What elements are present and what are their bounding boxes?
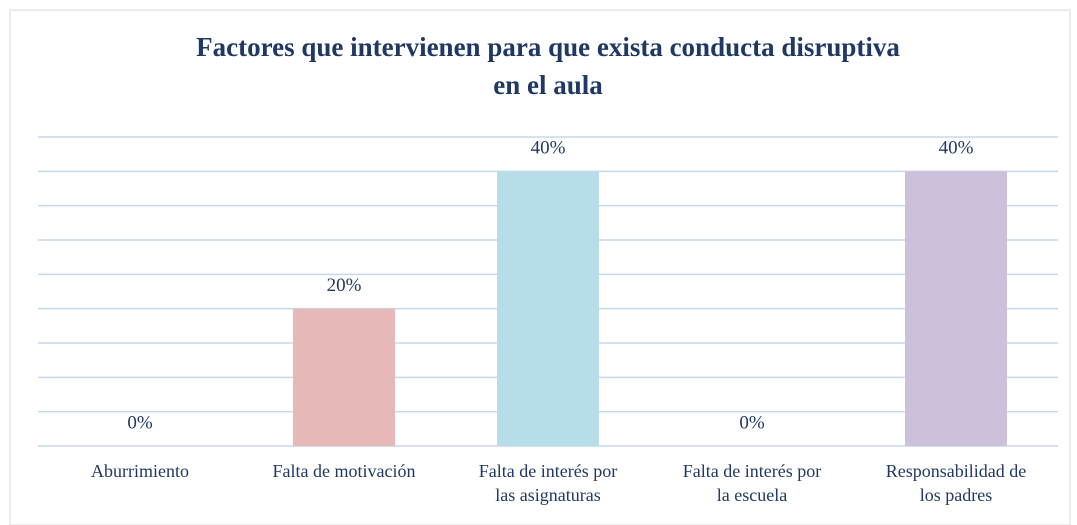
bar xyxy=(293,308,395,446)
x-tick-label: Falta de interés por la escuela xyxy=(683,461,821,505)
x-tick-label: Falta de interés por las asignaturas xyxy=(479,461,617,505)
x-tick-label: Aburrimiento xyxy=(91,461,189,481)
x-tick-label: Falta de motivación xyxy=(273,461,416,481)
data-label: 0% xyxy=(127,412,153,433)
bar xyxy=(497,171,599,447)
data-label: 40% xyxy=(939,138,974,159)
data-label: 40% xyxy=(531,138,566,159)
data-label: 0% xyxy=(739,412,765,433)
bar xyxy=(905,171,1007,447)
data-label: 20% xyxy=(327,275,362,296)
x-tick-label: Responsabilidad de los padres xyxy=(886,461,1026,505)
chart-title: Factores que intervienen para que exista… xyxy=(196,32,900,100)
